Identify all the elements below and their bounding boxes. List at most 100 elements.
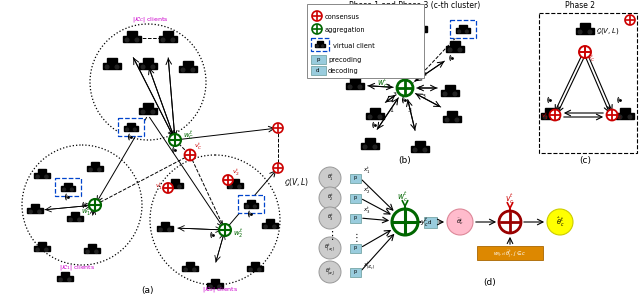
- Bar: [57, 276, 73, 281]
- Bar: [61, 272, 69, 276]
- Circle shape: [168, 228, 171, 231]
- Text: $\theta_1^t$: $\theta_1^t$: [326, 173, 333, 183]
- Circle shape: [45, 175, 48, 179]
- Text: $x_{|\mathcal{K}_c|}^t$: $x_{|\mathcal{K}_c|}^t$: [363, 261, 375, 271]
- Bar: [580, 23, 590, 28]
- FancyBboxPatch shape: [349, 243, 360, 252]
- Bar: [545, 108, 555, 113]
- Circle shape: [181, 68, 185, 72]
- Text: $v_1^t$: $v_1^t$: [155, 182, 163, 193]
- Bar: [411, 146, 429, 152]
- Circle shape: [553, 115, 557, 119]
- Circle shape: [319, 207, 341, 229]
- Text: d: d: [316, 68, 320, 72]
- Bar: [124, 126, 138, 131]
- Circle shape: [89, 199, 101, 211]
- Text: $x_2^t$: $x_2^t$: [363, 186, 371, 196]
- Circle shape: [423, 148, 427, 152]
- Text: $v_2^t$: $v_2^t$: [614, 112, 622, 122]
- Text: $y_c^t$: $y_c^t$: [420, 215, 429, 229]
- Circle shape: [550, 109, 561, 120]
- Circle shape: [319, 237, 341, 259]
- Bar: [70, 212, 79, 216]
- Circle shape: [169, 185, 172, 188]
- Text: $w_{(j,c)}\tilde{\theta}_j^t,\,j\in c$: $w_{(j,c)}\tilde{\theta}_j^t,\,j\in c$: [493, 248, 527, 260]
- Text: d: d: [428, 220, 432, 224]
- Circle shape: [219, 224, 231, 236]
- Bar: [576, 28, 594, 34]
- FancyBboxPatch shape: [424, 217, 436, 227]
- Bar: [127, 31, 137, 36]
- Circle shape: [455, 118, 459, 122]
- Bar: [161, 222, 170, 226]
- Circle shape: [246, 205, 248, 208]
- Text: 3: 3: [391, 55, 395, 60]
- Circle shape: [273, 163, 283, 173]
- Text: $w_c^t$: $w_c^t$: [397, 190, 408, 204]
- Text: (c): (c): [579, 156, 591, 165]
- Text: 1: 1: [390, 108, 394, 114]
- Text: p: p: [353, 195, 356, 201]
- Text: $\mathcal{G}(V,L)$: $\mathcal{G}(V,L)$: [284, 176, 309, 188]
- Bar: [34, 173, 50, 178]
- Bar: [620, 108, 630, 113]
- Text: $\vdots$: $\vdots$: [326, 229, 334, 241]
- Text: virtual client: virtual client: [333, 43, 375, 49]
- Text: precoding: precoding: [328, 57, 362, 63]
- Bar: [34, 246, 50, 251]
- Text: $w_c^t$: $w_c^t$: [377, 76, 388, 91]
- Circle shape: [249, 268, 252, 271]
- FancyBboxPatch shape: [310, 55, 326, 63]
- Circle shape: [69, 218, 72, 221]
- Circle shape: [169, 134, 181, 146]
- Text: $\hat{\theta}_c^t$: $\hat{\theta}_c^t$: [556, 215, 564, 229]
- Text: 3: 3: [422, 94, 426, 99]
- Circle shape: [151, 65, 155, 69]
- Circle shape: [421, 28, 425, 32]
- Text: $v_c^t$: $v_c^t$: [506, 192, 515, 207]
- Circle shape: [358, 85, 362, 89]
- Circle shape: [218, 285, 221, 288]
- Bar: [361, 143, 379, 149]
- Circle shape: [273, 123, 283, 133]
- Circle shape: [63, 188, 65, 191]
- Circle shape: [134, 128, 136, 131]
- Bar: [346, 83, 364, 89]
- Circle shape: [38, 210, 41, 213]
- Circle shape: [273, 225, 276, 228]
- Text: $\vdots$: $\vdots$: [351, 230, 358, 243]
- Bar: [87, 166, 103, 171]
- Circle shape: [141, 65, 145, 69]
- Circle shape: [448, 48, 452, 52]
- Bar: [163, 31, 173, 36]
- Bar: [61, 186, 75, 191]
- Bar: [207, 283, 223, 288]
- Circle shape: [78, 218, 81, 221]
- Circle shape: [368, 32, 372, 36]
- FancyBboxPatch shape: [349, 173, 360, 182]
- Circle shape: [264, 225, 268, 228]
- Text: 3: 3: [423, 72, 427, 77]
- Bar: [409, 26, 427, 32]
- Bar: [450, 41, 460, 46]
- FancyBboxPatch shape: [450, 20, 476, 38]
- Bar: [366, 30, 384, 35]
- Bar: [107, 58, 117, 63]
- Circle shape: [547, 209, 573, 235]
- Bar: [441, 90, 459, 96]
- Bar: [365, 138, 375, 143]
- Bar: [456, 28, 470, 33]
- Text: $v_1^t$: $v_1^t$: [541, 112, 549, 122]
- Bar: [167, 183, 183, 188]
- Text: consensus: consensus: [325, 14, 360, 20]
- Circle shape: [36, 248, 39, 251]
- Circle shape: [105, 65, 109, 69]
- Circle shape: [373, 145, 377, 149]
- Bar: [262, 223, 278, 228]
- Circle shape: [378, 32, 381, 36]
- Circle shape: [588, 30, 592, 34]
- FancyBboxPatch shape: [310, 66, 326, 74]
- Bar: [317, 41, 323, 44]
- Circle shape: [607, 109, 618, 120]
- Text: $\mathcal{G}(V,L)$: $\mathcal{G}(V,L)$: [596, 26, 620, 35]
